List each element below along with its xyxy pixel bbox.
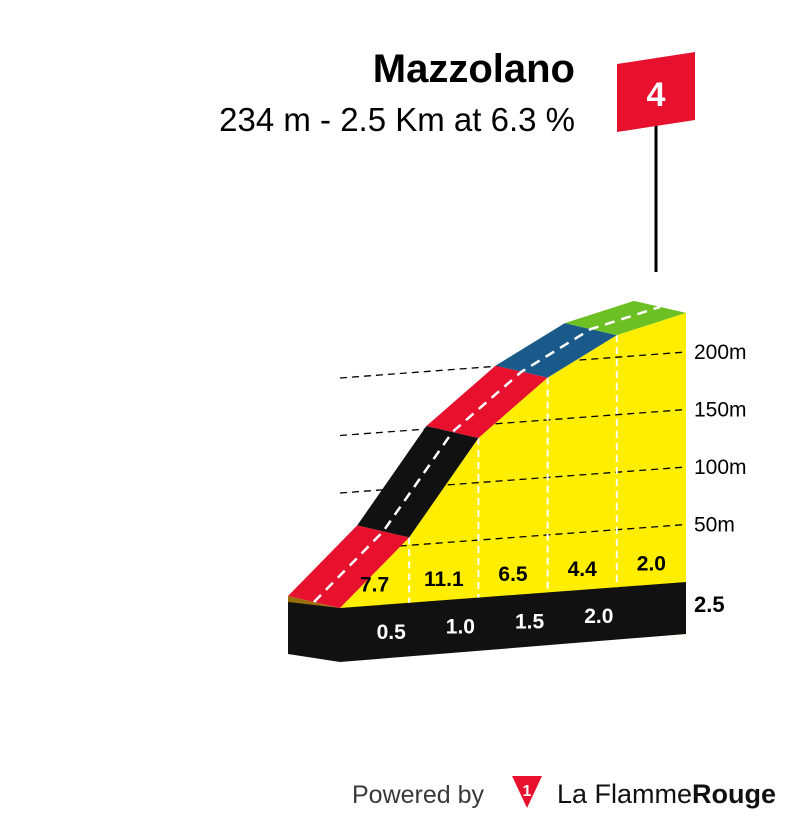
gradient-label-0: 7.7 xyxy=(360,573,389,596)
km-label-1: 1.0 xyxy=(446,616,475,639)
flag-banner xyxy=(617,52,695,132)
gridline-150 xyxy=(339,408,687,437)
flamme-rouge-logo-icon: 1 xyxy=(512,776,542,808)
brand-name-part-2: Rouge xyxy=(692,779,776,809)
total-distance-label: 2.5 xyxy=(694,592,725,617)
powered-by-text: Powered by xyxy=(352,781,485,809)
gradient-label-3: 4.4 xyxy=(568,558,598,581)
y-tick-label-200: 200m xyxy=(694,341,747,364)
profile-distance-base xyxy=(288,582,686,662)
gradient-band-0 xyxy=(288,525,410,608)
brand-name-part-1: La Flamme xyxy=(557,779,692,809)
y-tick-label-100: 100m xyxy=(694,456,747,479)
gridline-100 xyxy=(339,466,687,494)
km-label-2: 1.5 xyxy=(515,610,545,633)
gradient-band-3 xyxy=(495,323,617,378)
y-tick-label-150: 150m xyxy=(694,399,747,422)
category-label: 4 xyxy=(647,76,666,114)
brand-name: La FlammeRouge xyxy=(557,779,776,809)
km-label-3: 2.0 xyxy=(584,605,613,628)
climb-title: Mazzolano xyxy=(373,47,575,91)
footer: Powered by 1 La FlammeRouge xyxy=(352,776,776,809)
gridline-50 xyxy=(339,523,687,552)
profile-face xyxy=(340,312,686,660)
category-flag: 4 xyxy=(617,52,695,272)
climb-subtitle: 234 m - 2.5 Km at 6.3 % xyxy=(219,101,575,138)
logo-glyph: 1 xyxy=(523,783,532,800)
gradient-label-1: 11.1 xyxy=(424,568,464,591)
gradient-band-2 xyxy=(426,365,548,439)
gradient-label-4: 2.0 xyxy=(637,553,666,576)
km-label-0: 0.5 xyxy=(377,621,407,644)
y-tick-label-50: 50m xyxy=(694,514,735,537)
gradient-label-2: 6.5 xyxy=(498,563,528,586)
profile-graphic: 7.7 11.1 6.5 4.4 2.0 0.5 1.0 1.5 2.0 50m 100m 150m 2… xyxy=(288,300,747,662)
